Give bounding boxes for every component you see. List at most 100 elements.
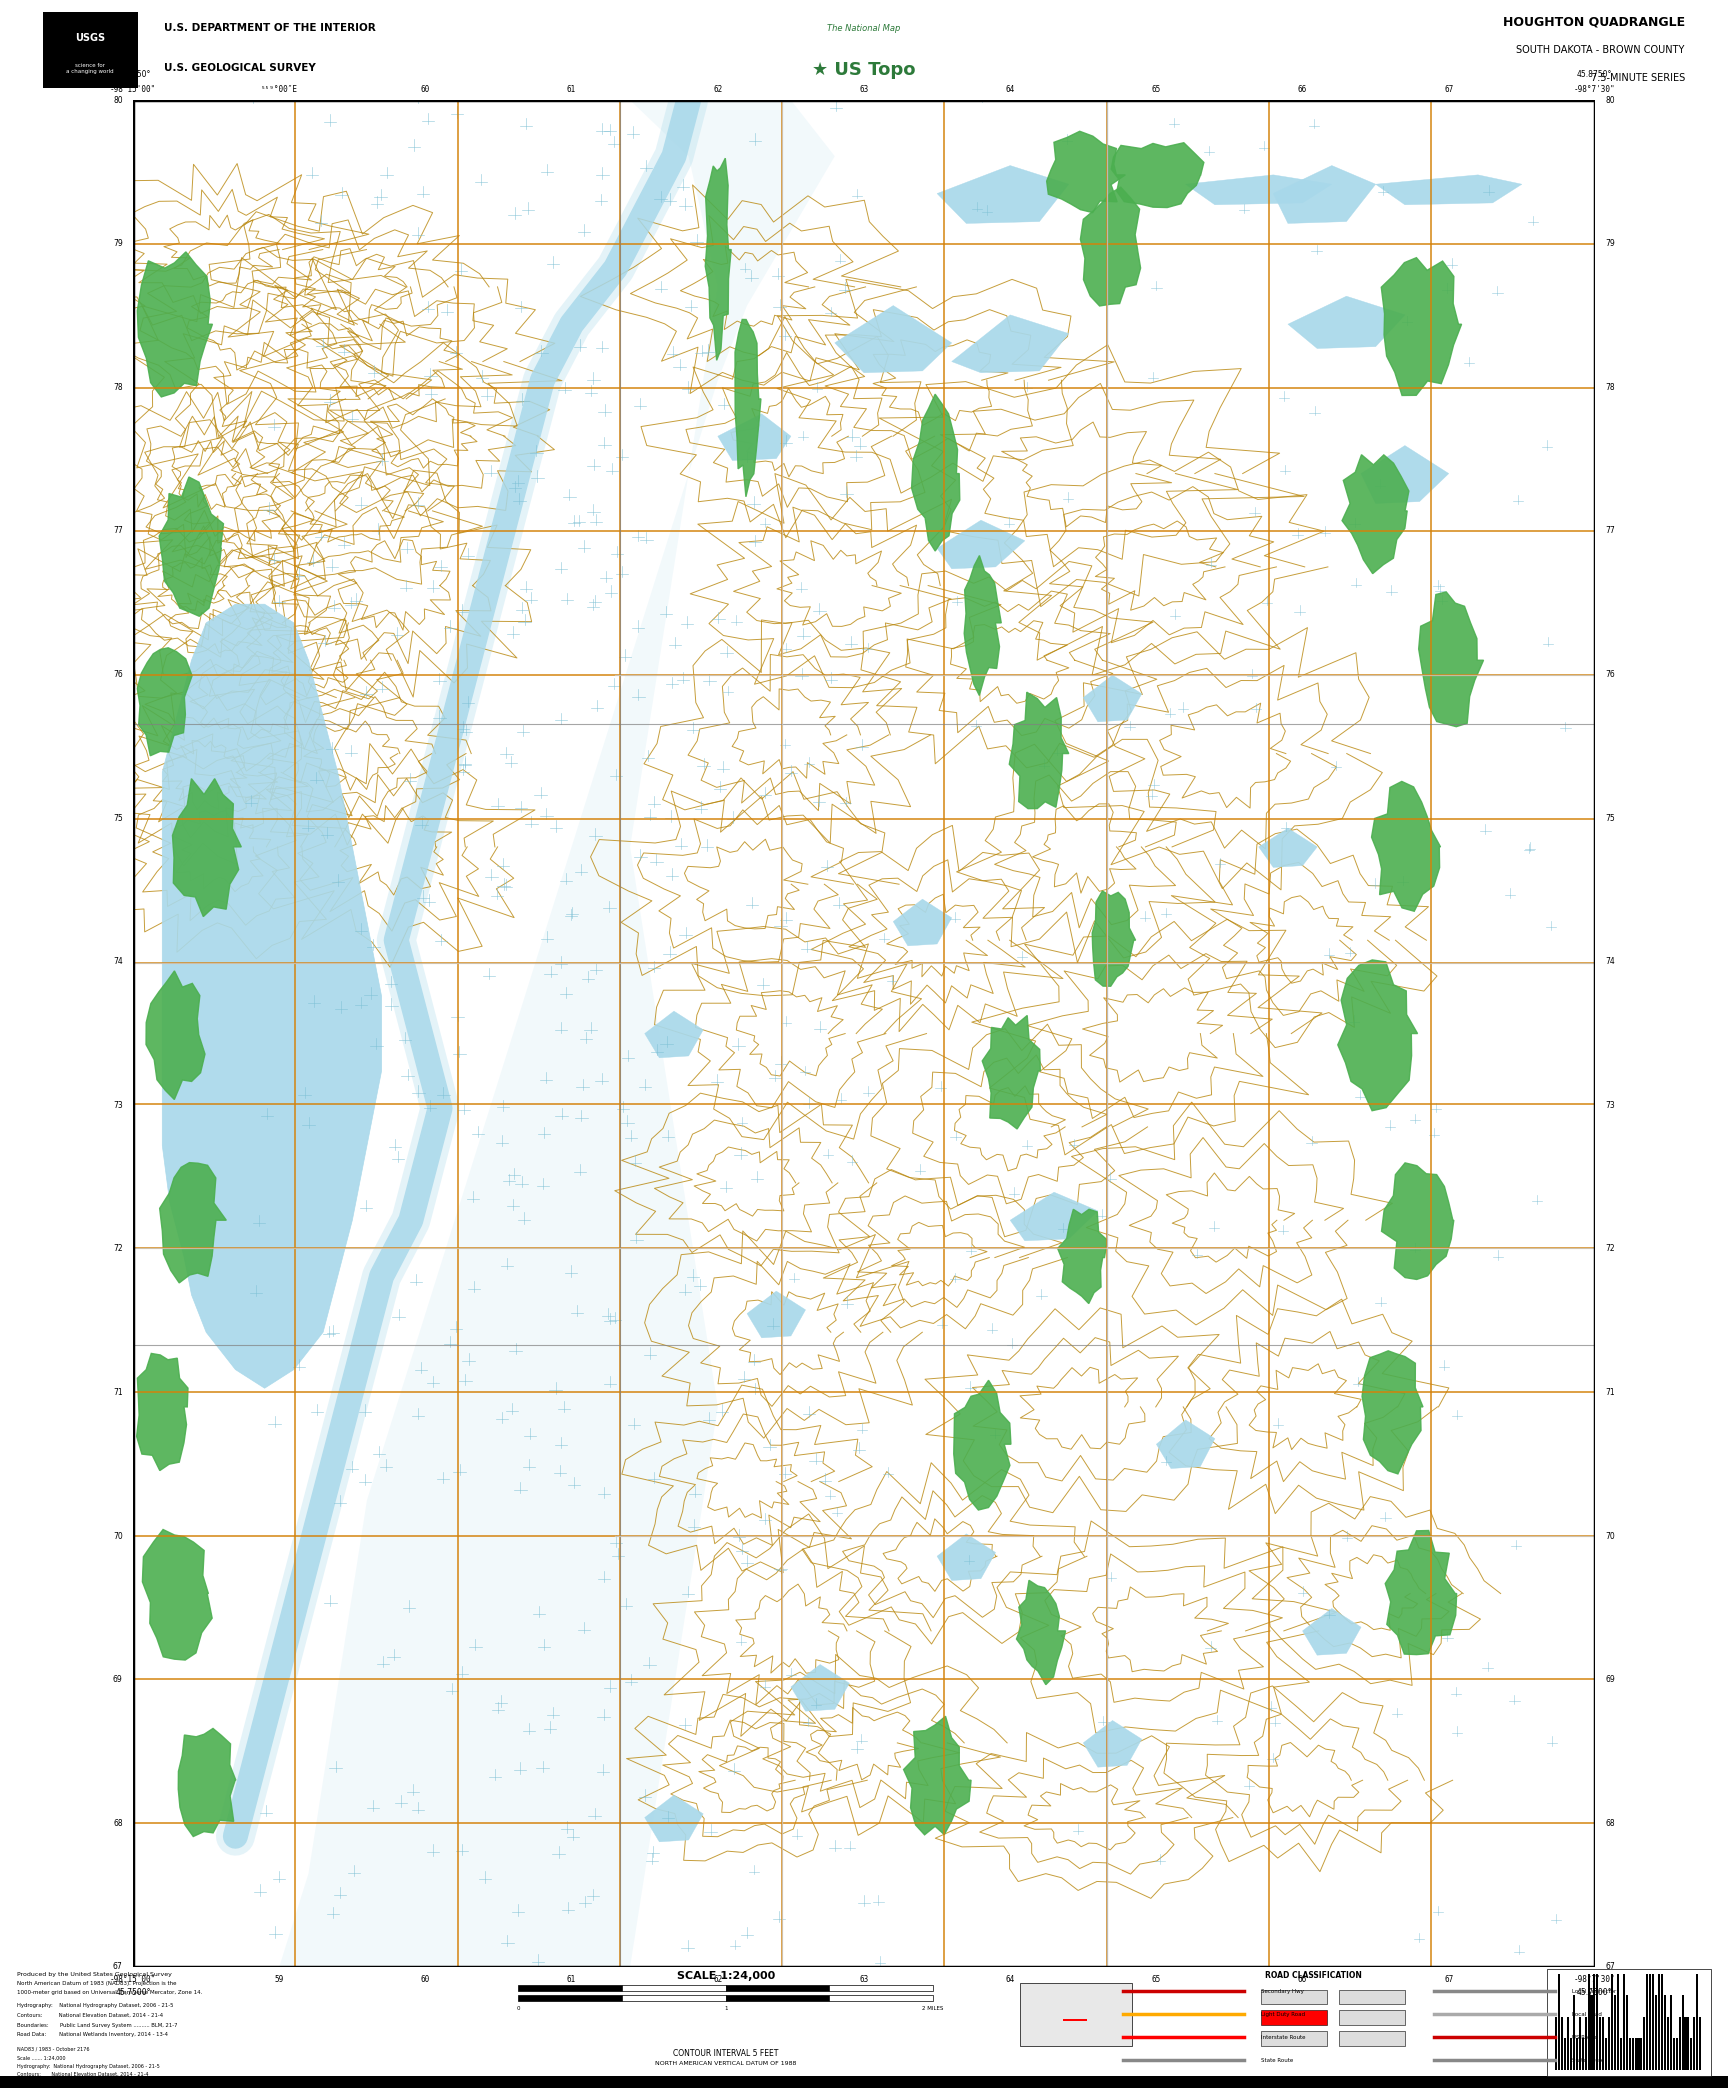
Polygon shape xyxy=(746,1290,805,1338)
Text: Produced by the United States Geological Survey: Produced by the United States Geological… xyxy=(17,1971,173,1977)
Text: Boundaries:       Public Land Survey System .......... BLM, 21-7: Boundaries: Public Land Survey System ..… xyxy=(17,2023,178,2027)
Bar xyxy=(1668,2017,1669,2069)
Text: 1: 1 xyxy=(724,2007,727,2011)
Polygon shape xyxy=(835,305,952,374)
Bar xyxy=(518,1994,622,2000)
Bar xyxy=(1661,1973,1662,2069)
Text: 68: 68 xyxy=(1605,1819,1616,1827)
Text: 59: 59 xyxy=(275,1975,283,1984)
Bar xyxy=(1593,1973,1595,2069)
Polygon shape xyxy=(178,1729,235,1837)
Text: ⁵⁵⁹°00″E: ⁵⁵⁹°00″E xyxy=(261,86,297,94)
Text: Hydrography:  National Hydrography Dataset, 2006 - 21-5: Hydrography: National Hydrography Datase… xyxy=(17,2063,161,2069)
Polygon shape xyxy=(1362,445,1448,503)
Text: science for
a changing world: science for a changing world xyxy=(66,63,114,73)
Text: 76: 76 xyxy=(1605,670,1616,679)
Text: ★ US Topo: ★ US Topo xyxy=(812,61,916,79)
Bar xyxy=(1664,1996,1666,2069)
Text: 67: 67 xyxy=(1445,86,1453,94)
Text: 62: 62 xyxy=(714,1975,722,1984)
Text: 62: 62 xyxy=(714,86,722,94)
Bar xyxy=(1567,2017,1569,2069)
Bar xyxy=(1610,1973,1612,2069)
Polygon shape xyxy=(1375,175,1522,205)
Text: The National Map: The National Map xyxy=(828,23,900,33)
Polygon shape xyxy=(1083,674,1142,722)
Bar xyxy=(1676,2038,1678,2069)
Polygon shape xyxy=(904,1716,971,1835)
Bar xyxy=(0,2075,1728,2088)
Bar xyxy=(1588,1973,1590,2069)
Text: -98°15'00": -98°15'00" xyxy=(111,86,156,94)
Text: 64: 64 xyxy=(1006,86,1014,94)
Text: 78: 78 xyxy=(1605,382,1616,393)
Text: Local Connector: Local Connector xyxy=(1572,1988,1617,1994)
Text: 60: 60 xyxy=(422,1975,430,1984)
Text: 75: 75 xyxy=(1605,814,1616,823)
Bar xyxy=(1063,2019,1087,2021)
Text: 71: 71 xyxy=(112,1389,123,1397)
Bar xyxy=(1576,2038,1578,2069)
Bar xyxy=(1585,2017,1586,2069)
Polygon shape xyxy=(791,1664,850,1712)
Bar xyxy=(1635,2038,1636,2069)
Polygon shape xyxy=(1274,165,1375,223)
Text: 80: 80 xyxy=(112,96,123,104)
Text: 71: 71 xyxy=(1605,1389,1616,1397)
Text: 45.8750°: 45.8750° xyxy=(116,71,150,79)
Text: Local Road: Local Road xyxy=(1572,2011,1602,2017)
Text: 0: 0 xyxy=(517,2007,520,2011)
Text: -98°7'30": -98°7'30" xyxy=(1574,86,1616,94)
Bar xyxy=(1579,2017,1581,2069)
Bar xyxy=(1649,1973,1652,2069)
Text: Contours:          National Elevation Dataset, 2014 - 21-4: Contours: National Elevation Dataset, 20… xyxy=(17,2013,164,2017)
Polygon shape xyxy=(1343,455,1408,574)
Bar xyxy=(1647,1973,1649,2069)
Text: Light Duty Road: Light Duty Road xyxy=(1261,2011,1306,2017)
Polygon shape xyxy=(1092,892,1135,986)
Text: 61: 61 xyxy=(567,86,575,94)
Polygon shape xyxy=(1258,829,1317,867)
Bar xyxy=(1559,1973,1560,2069)
Polygon shape xyxy=(142,1531,213,1660)
Polygon shape xyxy=(1381,257,1462,395)
Text: 67: 67 xyxy=(1445,1975,1453,1984)
Bar xyxy=(1564,2038,1566,2069)
Bar xyxy=(1669,1996,1671,2069)
Polygon shape xyxy=(159,476,223,616)
Bar xyxy=(1685,2017,1687,2069)
Text: Contours:       National Elevation Dataset, 2014 - 21-4: Contours: National Elevation Dataset, 20… xyxy=(17,2071,149,2078)
Bar xyxy=(1339,2032,1405,2046)
Polygon shape xyxy=(147,971,206,1100)
Polygon shape xyxy=(1303,1608,1362,1656)
Bar xyxy=(1598,2017,1602,2069)
Text: 78: 78 xyxy=(112,382,123,393)
Text: 75: 75 xyxy=(112,814,123,823)
Bar xyxy=(1628,2038,1631,2069)
Polygon shape xyxy=(912,395,959,551)
Polygon shape xyxy=(1287,296,1405,349)
Text: CONTOUR INTERVAL 5 FEET: CONTOUR INTERVAL 5 FEET xyxy=(674,2048,778,2059)
Bar xyxy=(1681,1996,1683,2069)
Polygon shape xyxy=(162,603,382,1389)
Bar xyxy=(1572,1996,1574,2069)
Polygon shape xyxy=(1047,132,1125,213)
Polygon shape xyxy=(1386,1531,1457,1654)
Bar xyxy=(1631,2038,1633,2069)
Text: 65: 65 xyxy=(1153,1975,1161,1984)
Text: North American Datum of 1983 (NAD83). Projection is the: North American Datum of 1983 (NAD83). Pr… xyxy=(17,1982,176,1986)
Bar xyxy=(1673,2038,1674,2069)
Polygon shape xyxy=(137,253,213,397)
Bar xyxy=(1626,1996,1628,2069)
Text: 1000-meter grid based on Universal Transverse Mercator, Zone 14.: 1000-meter grid based on Universal Trans… xyxy=(17,1990,202,1994)
Text: 70: 70 xyxy=(1605,1533,1616,1541)
Text: NORTH AMERICAN VERTICAL DATUM OF 1988: NORTH AMERICAN VERTICAL DATUM OF 1988 xyxy=(655,2061,797,2067)
Text: 66: 66 xyxy=(1298,86,1306,94)
Bar xyxy=(1602,2017,1604,2069)
Polygon shape xyxy=(937,165,1068,223)
Bar xyxy=(1020,1984,1132,2046)
Text: 73: 73 xyxy=(112,1100,123,1111)
Text: 67: 67 xyxy=(1605,1963,1616,1971)
Bar xyxy=(1678,2017,1681,2069)
Bar xyxy=(1560,2017,1564,2069)
